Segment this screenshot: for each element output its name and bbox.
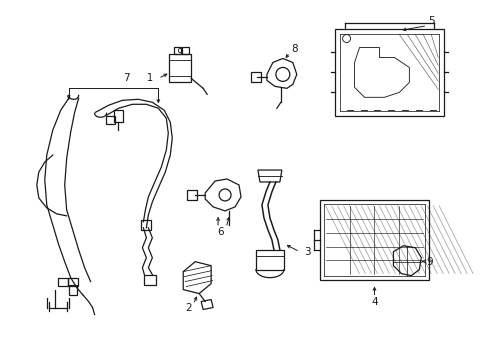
Text: 3: 3: [304, 247, 310, 257]
Text: 8: 8: [291, 44, 298, 54]
Text: 9: 9: [425, 257, 432, 267]
Text: 1: 1: [147, 73, 153, 84]
Text: 2: 2: [184, 302, 191, 312]
Text: 7: 7: [123, 73, 129, 84]
Text: 6: 6: [216, 227, 223, 237]
Text: 4: 4: [370, 297, 377, 306]
Text: 5: 5: [427, 15, 434, 26]
